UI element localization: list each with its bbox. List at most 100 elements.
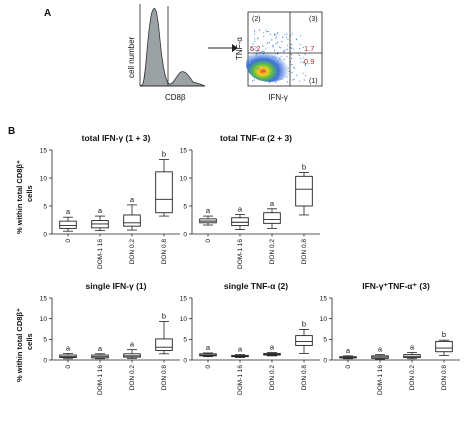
scatter-dot xyxy=(286,33,288,35)
significance-label: a xyxy=(270,343,275,352)
significance-label: b xyxy=(442,330,446,339)
scatter-dot xyxy=(266,62,268,64)
box xyxy=(231,213,249,230)
significance-label: a xyxy=(66,343,71,352)
y-tick-label: 0 xyxy=(183,231,187,238)
scatter-dot xyxy=(287,44,289,46)
scatter-dot xyxy=(281,78,283,80)
scatter-dot xyxy=(280,55,282,57)
x-tick-label: DON 0.8 xyxy=(301,365,308,391)
scatter-dot xyxy=(287,48,289,50)
scatter-dot xyxy=(286,76,288,78)
arrow-icon xyxy=(208,44,238,52)
y-tick-label: 5 xyxy=(323,337,327,344)
scatter-dot xyxy=(263,32,265,34)
quadrant-2-label: (2) xyxy=(252,16,261,23)
scatter-dot xyxy=(302,72,304,74)
significance-label: a xyxy=(66,207,71,216)
chart-title: IFN-γ⁺TNF-α⁺ (3) xyxy=(362,281,430,291)
scatter-dot xyxy=(266,42,268,44)
scatter-dot xyxy=(249,70,252,72)
scatter-dot xyxy=(258,29,260,31)
scatter-dot xyxy=(290,35,292,37)
scatter-dot xyxy=(254,38,256,40)
y-tick-label: 0 xyxy=(43,231,47,238)
scatter-dot xyxy=(275,81,277,83)
scatter-dot xyxy=(255,47,257,49)
y-tick-label: 15 xyxy=(180,295,188,302)
box xyxy=(371,354,389,360)
scatter-dot xyxy=(254,30,256,32)
box xyxy=(231,354,249,358)
y-tick-label: 5 xyxy=(183,203,187,210)
scatter-dots xyxy=(249,29,307,84)
box xyxy=(123,204,141,231)
scatter-dot xyxy=(279,46,281,48)
scatter-dot xyxy=(286,55,288,58)
scatter-dot xyxy=(254,40,256,43)
scatter-xlabel: IFN-γ xyxy=(268,93,288,102)
y-tick-label: 10 xyxy=(180,175,188,182)
histogram-curve xyxy=(139,8,206,87)
scatter-dot xyxy=(299,35,301,37)
significance-label: a xyxy=(238,204,243,213)
box xyxy=(59,352,77,360)
flow-scatter: (2) (3) (1) 5.2 1.7 0.9 TNF-α IFN-γ xyxy=(235,11,323,102)
significance-label: a xyxy=(130,340,135,349)
scatter-dot xyxy=(257,37,259,39)
scatter-dot xyxy=(280,64,282,66)
scatter-dot xyxy=(249,55,251,57)
box xyxy=(199,215,217,226)
scatter-dot xyxy=(262,45,264,47)
x-tick-label: DOM-1 16 xyxy=(97,239,104,269)
scatter-dot xyxy=(287,81,289,83)
scatter-dot xyxy=(263,62,265,64)
y-axis-title-bottom: % within total CD8β⁺ cells xyxy=(15,308,34,382)
scatter-dot xyxy=(265,29,267,31)
scatter-dot xyxy=(255,55,257,57)
scatter-dot xyxy=(277,41,279,44)
scatter-dot xyxy=(272,44,274,47)
scatter-dot xyxy=(253,76,255,79)
y-tick-label: 15 xyxy=(320,295,328,302)
scatter-dot xyxy=(275,37,277,40)
scatter-dot xyxy=(295,74,298,77)
y-axis-title-line2: cells xyxy=(25,333,34,350)
box xyxy=(403,352,421,360)
box xyxy=(339,355,357,360)
scatter-dot xyxy=(303,62,305,64)
scatter-dot xyxy=(275,43,277,45)
scatter-dot xyxy=(250,46,252,49)
scatter-dot xyxy=(272,56,274,58)
scatter-dot xyxy=(274,49,276,52)
scatter-dot xyxy=(300,57,302,60)
scatter-dot xyxy=(252,43,254,45)
box-iqr xyxy=(295,175,313,207)
scatter-dot xyxy=(275,57,277,59)
scatter-dot xyxy=(302,46,305,49)
y-tick-label: 0 xyxy=(183,357,187,364)
x-tick-label: DON 0.8 xyxy=(441,365,448,391)
x-tick-label: DOM-1 16 xyxy=(237,365,244,395)
scatter-dot xyxy=(264,48,267,50)
scatter-dot xyxy=(252,80,254,82)
x-tick-label: DOM-1 16 xyxy=(377,365,384,395)
significance-label: a xyxy=(206,206,211,215)
scatter-dot xyxy=(269,33,271,35)
significance-label: a xyxy=(130,195,135,204)
scatter-dot xyxy=(268,41,270,44)
box-plot-chart: single TNF-α (2) 0 5 10 15 a 0 a DOM-1 16 a DON 0.… xyxy=(180,281,320,395)
y-tick-label: 10 xyxy=(40,175,48,182)
scatter-dot xyxy=(282,36,284,38)
box xyxy=(155,321,173,355)
box-plot-chart: single IFN-γ (1) 0 5 10 15 a 0 a DOM-1 16 a DON 0.… xyxy=(40,281,180,395)
x-tick-label: 0 xyxy=(65,239,72,243)
scatter-dot xyxy=(277,78,279,80)
x-tick-label: 0 xyxy=(205,365,212,369)
chart-title: single IFN-γ (1) xyxy=(86,281,147,291)
scatter-dot xyxy=(287,67,289,69)
significance-label: b xyxy=(162,312,166,321)
significance-label: b xyxy=(302,162,306,171)
scatter-density xyxy=(246,46,294,82)
box-iqr xyxy=(59,220,77,229)
